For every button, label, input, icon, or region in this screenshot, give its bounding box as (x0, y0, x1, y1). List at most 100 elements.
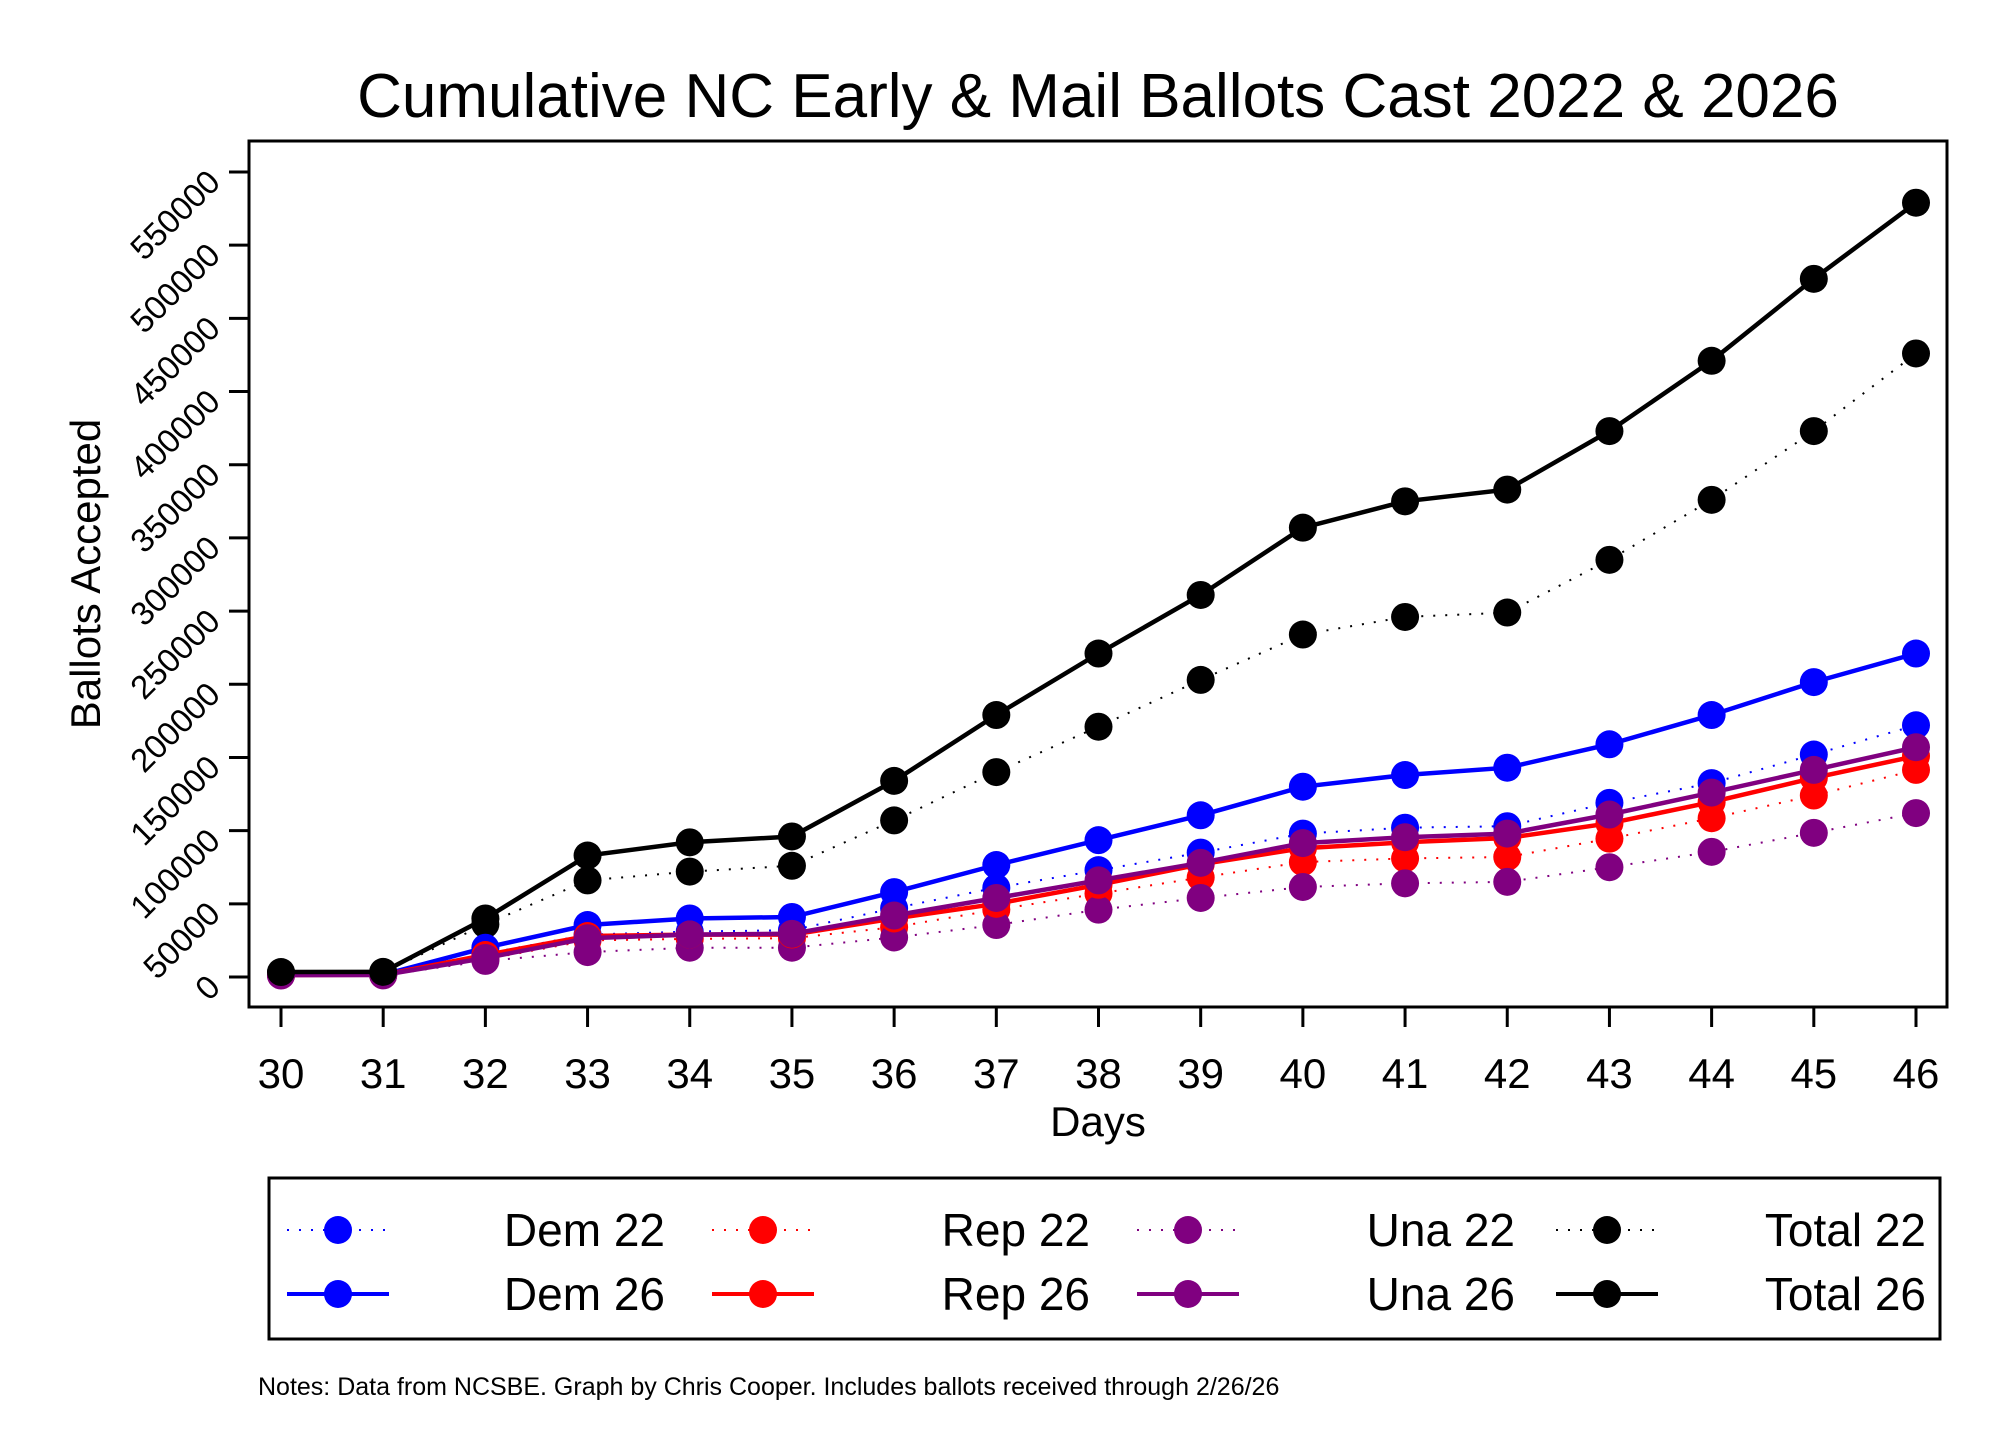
point-total-22-34 (675, 857, 704, 886)
series-dem-26 (267, 639, 1930, 989)
point-una-26-43 (1595, 800, 1624, 829)
legend-label: Total 22 (1765, 1204, 1926, 1256)
point-una-22-43 (1595, 853, 1624, 882)
point-una-22-42 (1493, 867, 1522, 896)
x-tick-label: 46 (1893, 1050, 1940, 1097)
point-total-22-45 (1799, 417, 1828, 446)
x-tick-label: 43 (1586, 1050, 1633, 1097)
legend-label: Total 26 (1765, 1268, 1926, 1320)
legend-item-una-26: Una 26 (1137, 1268, 1515, 1320)
legend-item-dem-26: Dem 26 (287, 1268, 665, 1320)
legend-label: Dem 26 (504, 1268, 665, 1320)
point-total-22-37 (982, 758, 1011, 787)
legend-marker (324, 1280, 352, 1308)
point-total-26-32 (471, 904, 500, 933)
legend-label: Dem 22 (504, 1204, 665, 1256)
legend-marker (749, 1216, 777, 1244)
x-tick-label: 41 (1382, 1050, 1429, 1097)
x-tick-label: 45 (1790, 1050, 1837, 1097)
legend-label: Rep 22 (942, 1204, 1090, 1256)
legend-item-rep-26: Rep 26 (712, 1268, 1090, 1320)
point-una-22-45 (1799, 818, 1828, 847)
point-una-22-39 (1186, 883, 1215, 912)
legend-label: Una 22 (1367, 1204, 1515, 1256)
x-tick-label: 36 (871, 1050, 918, 1097)
point-dem-26-41 (1391, 761, 1420, 790)
line-una-22 (280, 812, 1917, 977)
legend-marker (1174, 1216, 1202, 1244)
point-una-26-39 (1186, 848, 1215, 877)
point-una-22-38 (1084, 895, 1113, 924)
x-tick-label: 40 (1280, 1050, 1327, 1097)
point-total-26-34 (675, 828, 704, 857)
point-total-22-46 (1902, 339, 1930, 368)
point-una-26-34 (675, 920, 704, 949)
x-tick-label: 32 (462, 1050, 509, 1097)
x-tick-label: 39 (1177, 1050, 1224, 1097)
point-total-26-35 (777, 822, 806, 851)
point-dem-26-36 (880, 878, 909, 907)
y-axis: 0500001000001500002000002500003000003500… (123, 163, 249, 1007)
point-total-26-38 (1084, 639, 1113, 668)
legend-marker (324, 1216, 352, 1244)
point-total-26-36 (880, 766, 909, 795)
legend-marker (1174, 1280, 1202, 1308)
legend-marker (749, 1280, 777, 1308)
point-dem-26-40 (1288, 772, 1317, 801)
point-una-22-37 (982, 911, 1011, 940)
point-una-26-35 (777, 919, 806, 948)
point-una-26-32 (471, 943, 500, 972)
point-una-26-45 (1799, 755, 1828, 784)
legend-marker (1593, 1216, 1621, 1244)
point-total-26-33 (573, 841, 602, 870)
point-total-26-42 (1493, 475, 1522, 504)
point-total-26-31 (369, 957, 398, 986)
point-una-26-36 (880, 901, 909, 930)
point-una-26-40 (1288, 829, 1317, 858)
point-dem-26-37 (982, 851, 1011, 880)
point-dem-26-43 (1595, 730, 1624, 759)
x-tick-label: 34 (666, 1050, 713, 1097)
x-axis: 30 31 32 33 34 35 36 37 38 39 40 41 42 43 44 45 46 (258, 1007, 1940, 1097)
point-una-26-46 (1902, 733, 1930, 762)
point-total-26-41 (1391, 487, 1420, 516)
x-tick-label: 35 (769, 1050, 816, 1097)
line-dem-26 (280, 651, 1917, 978)
series-layer (267, 188, 1930, 990)
point-una-26-41 (1391, 823, 1420, 852)
chart-title: Cumulative NC Early & Mail Ballots Cast … (357, 62, 1839, 131)
chart-notes: Notes: Data from NCSBE. Graph by Chris C… (258, 1373, 1279, 1401)
point-total-22-36 (880, 806, 909, 835)
point-dem-22-46 (1902, 711, 1930, 740)
x-tick-label: 38 (1075, 1050, 1122, 1097)
legend: Dem 22 Rep 22 Una 22 Total 22 Dem 26 Rep 26 Un… (287, 1204, 1926, 1320)
point-total-26-44 (1697, 346, 1726, 375)
point-una-22-46 (1902, 799, 1930, 828)
point-dem-26-42 (1493, 753, 1522, 782)
point-total-22-44 (1697, 485, 1726, 514)
y-tick-label: 0 (188, 968, 227, 1007)
legend-item-una-22: Una 22 (1137, 1204, 1515, 1256)
point-total-22-38 (1084, 712, 1113, 741)
y-axis-title: Ballots Accepted (62, 419, 109, 730)
point-total-26-40 (1288, 513, 1317, 542)
legend-item-dem-22: Dem 22 (287, 1204, 665, 1256)
point-total-22-43 (1595, 545, 1624, 574)
x-tick-label: 33 (564, 1050, 611, 1097)
point-total-22-41 (1391, 602, 1420, 631)
point-dem-26-39 (1186, 801, 1215, 830)
point-total-26-39 (1186, 580, 1215, 609)
legend-label: Rep 26 (942, 1268, 1090, 1320)
x-tick-label: 31 (360, 1050, 407, 1097)
legend-item-total-26: Total 26 (1556, 1268, 1926, 1320)
legend-item-rep-22: Rep 22 (712, 1204, 1090, 1256)
x-axis-title: Days (1050, 1098, 1146, 1145)
point-una-22-44 (1697, 837, 1726, 866)
legend-marker (1593, 1280, 1621, 1308)
point-total-26-46 (1902, 188, 1930, 217)
point-una-26-33 (573, 924, 602, 953)
line-total-22 (280, 352, 1917, 974)
point-total-22-42 (1493, 598, 1522, 627)
x-tick-label: 37 (973, 1050, 1020, 1097)
